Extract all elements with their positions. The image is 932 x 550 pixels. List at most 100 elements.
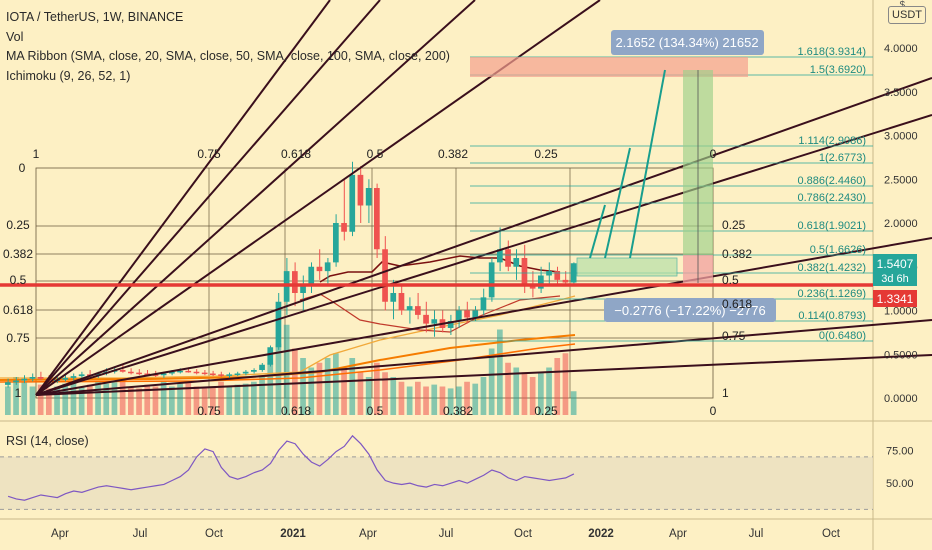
fib-level-label: 1.618(3.9314) (798, 46, 867, 58)
volume-bar (357, 372, 364, 415)
fib-level-label: 1.5(3.6920) (810, 64, 866, 76)
volume-indicator-label[interactable]: Vol (6, 29, 24, 44)
rsi-indicator-label[interactable]: RSI (14, close) (6, 434, 89, 448)
candle-body (275, 301, 282, 348)
fib-grid-top-label: 0.382 (438, 147, 468, 161)
volume-bar (283, 324, 290, 415)
candle-body (152, 374, 159, 376)
volume-bar (62, 383, 69, 415)
fib-level-label: 0.618(1.9021) (798, 220, 867, 232)
volume-bar (308, 367, 315, 415)
fib-level-label: 0.382(1.4232) (798, 262, 867, 274)
volume-bar (333, 353, 339, 415)
candle-body (488, 262, 495, 298)
candle-body (357, 174, 364, 206)
time-axis-tick: Jul (749, 528, 764, 540)
volume-bar (423, 386, 429, 415)
volume-bar (128, 386, 134, 415)
candle-body (128, 371, 134, 374)
volume-bar (21, 381, 28, 415)
volume-bar (464, 381, 470, 415)
candle-body (398, 293, 405, 311)
last-price-value: 1.5407 (877, 257, 914, 271)
fib-grid-left-label: 1 (15, 386, 22, 400)
loss-label-box (604, 298, 776, 322)
volume-bar (513, 367, 520, 415)
volume-bar (37, 384, 44, 415)
fib-grid-left-label: 0.5 (10, 273, 27, 287)
volume-bar (95, 381, 101, 415)
volume-bar (169, 386, 175, 415)
fib-grid-left-label: 0.382 (3, 247, 33, 261)
candle-body (259, 364, 265, 370)
volume-bar (226, 386, 233, 415)
ma-ribbon-indicator-label[interactable]: MA Ribbon (SMA, close, 20, SMA, close, 5… (6, 49, 450, 63)
last-price-tag (873, 254, 917, 286)
volume-bar (431, 384, 438, 415)
volume-bar (546, 367, 552, 415)
fib-grid-right-label: 0.75 (722, 329, 746, 343)
volume-bar (111, 380, 118, 415)
volume-bar (472, 383, 479, 415)
ichimoku-span-line (299, 293, 561, 333)
volume-bar (365, 377, 372, 415)
symbol-title[interactable]: IOTA / TetherUS, 1W, BINANCE (6, 10, 184, 24)
volume-bar (390, 377, 397, 415)
time-axis-tick: Apr (669, 528, 687, 540)
candle-body (390, 293, 397, 302)
price-axis-tick: 4.0000 (884, 43, 918, 55)
price-axis-tick: 0.0000 (884, 393, 918, 405)
volume-bar (415, 381, 421, 415)
fib-level-label: 0.886(2.4460) (798, 175, 867, 187)
fib-level-label: 0.236(1.1269) (798, 288, 867, 300)
volume-bar (78, 386, 85, 415)
volume-bar (349, 358, 356, 415)
fib-fan-line (35, 0, 331, 396)
candle-body (234, 373, 241, 375)
volume-bar (324, 358, 331, 415)
candle-body (119, 370, 126, 372)
candle-body (415, 306, 421, 315)
volume-bar (152, 386, 159, 415)
volume-bar (13, 377, 19, 415)
candle-body (218, 374, 224, 376)
volume-bar (292, 348, 298, 415)
candle-body (472, 310, 479, 318)
candle-body (497, 249, 503, 263)
time-axis-tick: Oct (822, 528, 841, 540)
currency-badge[interactable]: USDT (888, 6, 926, 24)
candle-body (333, 223, 339, 263)
fib-grid-bottom-label: 0.75 (197, 404, 221, 418)
volume-bar (103, 383, 110, 415)
volume-bar (234, 384, 241, 415)
candle-body (447, 321, 454, 328)
candle-body (513, 258, 520, 267)
volume-bar (497, 329, 503, 415)
volume-bar (374, 362, 380, 415)
volume-bar (398, 381, 405, 415)
candle-body (5, 382, 11, 385)
rsi-axis-tick: 75.00 (886, 445, 914, 457)
volume-bar (46, 388, 52, 415)
fib-grid-right-label: 0.5 (722, 273, 739, 287)
candle-body (251, 370, 257, 372)
fib-grid-right-label: 0.618 (722, 297, 752, 311)
ichimoku-indicator-label[interactable]: Ichimoku (9, 26, 52, 1) (6, 68, 131, 83)
support-price-value: 1.3341 (877, 292, 914, 306)
candle-body (365, 188, 372, 206)
fib-grid-bottom-label: 0.382 (443, 404, 473, 418)
volume-bar (382, 372, 388, 415)
volume-bar (300, 358, 306, 415)
fib-grid-left-label: 0.25 (6, 218, 30, 232)
candle-body (242, 371, 249, 374)
fib-level-label: 1.114(2.9086) (798, 135, 866, 147)
bar-countdown: 3d 6h (881, 273, 909, 285)
candle-body (521, 258, 528, 285)
time-axis-tick: Jul (439, 528, 454, 540)
fib-fan-line (35, 319, 932, 396)
price-axis-tick: 3.0000 (884, 131, 918, 143)
fib-fan-line (35, 0, 476, 396)
fib-grid-top-label: 0 (710, 147, 717, 161)
price-axis-tick: 2.5000 (884, 174, 918, 186)
